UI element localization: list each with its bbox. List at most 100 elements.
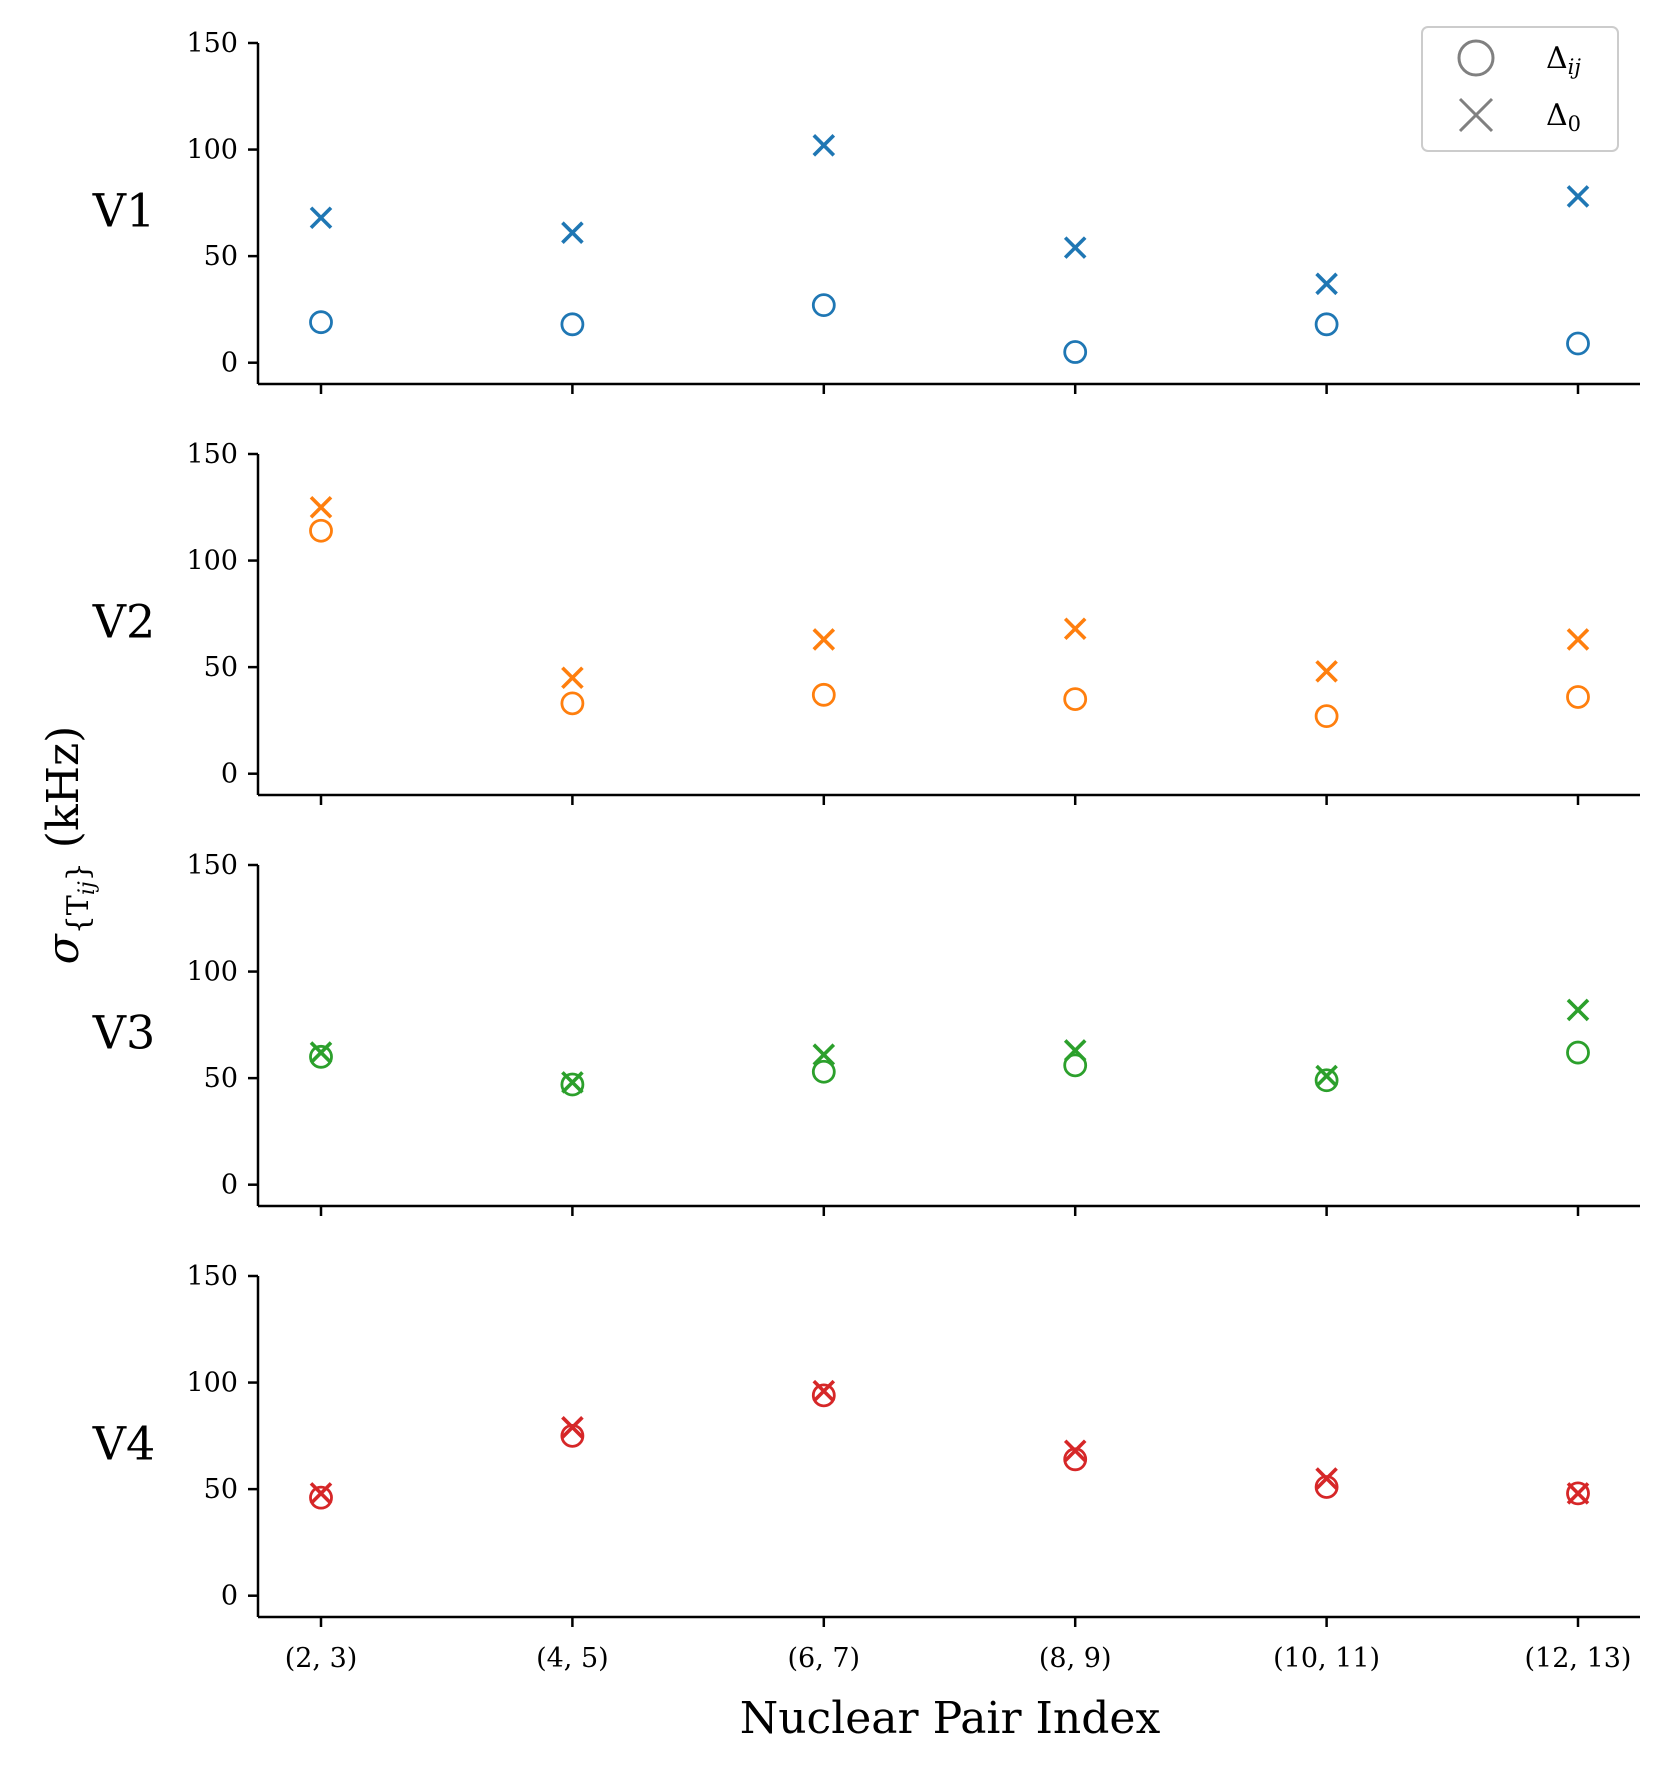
circle-marker-delta-ij xyxy=(560,1072,585,1097)
x-marker-delta-0 xyxy=(1315,1064,1338,1088)
y-tick-label: 50 xyxy=(204,241,238,272)
x-marker-stroke xyxy=(1566,185,1590,208)
x-marker-delta-0 xyxy=(309,496,333,519)
x-tick-label: (6, 7) xyxy=(788,1643,861,1674)
x-marker-delta-0 xyxy=(1566,1482,1590,1505)
x-marker-delta-0 xyxy=(1566,998,1590,1022)
panel-label-v3: V3 xyxy=(92,1006,156,1060)
panel-v2: 0 50 100 150 V2 xyxy=(92,439,1640,805)
x-marker-delta-0 xyxy=(1063,1439,1087,1463)
x-tick-label: (10, 11) xyxy=(1273,1643,1380,1674)
circle-marker-delta-ij xyxy=(309,310,333,335)
x-tick-label: (8, 9) xyxy=(1039,1643,1112,1674)
x-marker-stroke xyxy=(309,496,333,519)
legend-label-delta-0: Δ0 xyxy=(1546,98,1581,136)
circle-marker-delta-ij xyxy=(1063,1053,1088,1078)
x-marker-stroke xyxy=(1315,660,1338,683)
circle-marker-delta-ij xyxy=(1063,340,1088,364)
y-tick-label: 100 xyxy=(186,957,238,988)
circle-marker-delta-ij xyxy=(560,312,585,337)
y-tick-label: 150 xyxy=(186,1261,238,1292)
x-marker-delta-0 xyxy=(1315,272,1338,296)
panel-v1: 0 50 100 150 V1 xyxy=(92,28,1640,394)
y-tick-label: 100 xyxy=(186,546,238,577)
legend-label-delta-ij-main: Δ xyxy=(1546,41,1568,76)
panel-label-v2: V2 xyxy=(92,595,156,649)
legend-circle-marker-icon xyxy=(1457,39,1495,77)
panel-label-v4: V4 xyxy=(92,1417,156,1471)
circle-marker-delta-ij xyxy=(811,293,836,318)
circle-marker-delta-ij xyxy=(1314,312,1339,337)
y-axis-title-subscript-open: {T xyxy=(61,895,96,934)
panel-label-v1: V1 xyxy=(92,184,156,238)
circle-marker-delta-ij xyxy=(1566,331,1590,356)
x-marker-stroke xyxy=(561,221,584,244)
y-tick-label: 50 xyxy=(204,652,238,683)
y-tick-label: 150 xyxy=(186,439,238,470)
x-marker-delta-0 xyxy=(561,666,584,690)
circle-marker-delta-ij xyxy=(1314,704,1339,729)
circle-marker-delta-ij xyxy=(560,691,585,716)
legend-label-delta-ij-sub: ij xyxy=(1568,55,1582,79)
legend-label-delta-0-sub: 0 xyxy=(1568,112,1581,136)
circle-marker-delta-ij xyxy=(1566,1481,1590,1506)
x-marker-stroke xyxy=(309,206,333,230)
y-tick-label: 100 xyxy=(186,1368,238,1399)
y-axis-title-unit: (kHz) xyxy=(38,726,89,849)
circle-marker-delta-ij xyxy=(309,518,333,543)
x-axis-title: Nuclear Pair Index xyxy=(740,1693,1161,1744)
x-marker-stroke xyxy=(561,666,584,690)
y-tick-label: 50 xyxy=(204,1474,238,1505)
x-marker-stroke xyxy=(812,1043,836,1066)
circle-marker-delta-ij xyxy=(1566,685,1590,709)
circle-marker-delta-ij xyxy=(811,682,836,707)
x-marker-stroke xyxy=(1566,628,1590,651)
x-marker-stroke xyxy=(1063,617,1087,641)
x-marker-stroke xyxy=(812,134,836,157)
y-axis-title-symbol: σ xyxy=(38,932,89,964)
y-axis-title-subscript-close: } xyxy=(61,862,96,881)
x-marker-stroke xyxy=(1315,1467,1338,1490)
x-marker-delta-0 xyxy=(1315,1467,1338,1490)
x-marker-stroke xyxy=(1063,1039,1087,1062)
x-marker-stroke xyxy=(309,1041,333,1064)
x-tick-label: (4, 5) xyxy=(536,1643,609,1674)
legend-label-delta-ij: Δij xyxy=(1546,41,1581,79)
x-marker-stroke xyxy=(812,628,836,651)
x-tick-label: (2, 3) xyxy=(285,1643,358,1674)
x-marker-delta-0 xyxy=(1315,660,1338,683)
x-marker-delta-0 xyxy=(1063,1039,1087,1062)
panel-v4: 0 50 100 150 V4 xyxy=(92,1261,1640,1627)
x-marker-stroke xyxy=(1566,1482,1590,1505)
x-marker-delta-0 xyxy=(812,628,836,651)
circle-marker-delta-ij xyxy=(811,1059,836,1084)
x-marker-delta-0 xyxy=(1566,185,1590,208)
x-marker-delta-0 xyxy=(812,1379,836,1403)
y-axis-title-subscript: {Tij} xyxy=(61,862,100,934)
x-marker-stroke xyxy=(561,1416,584,1439)
x-marker-delta-0 xyxy=(561,1071,584,1094)
y-tick-label: 0 xyxy=(221,759,238,790)
x-marker-delta-0 xyxy=(309,1482,333,1505)
y-tick-label: 0 xyxy=(221,1170,238,1201)
y-tick-label: 150 xyxy=(186,850,238,881)
x-tick-label: (12, 13) xyxy=(1525,1643,1632,1674)
legend-frame xyxy=(1421,26,1619,152)
y-axis-title: σ{Tij} (kHz) xyxy=(38,726,100,965)
x-marker-stroke xyxy=(1063,236,1087,259)
y-tick-label: 100 xyxy=(186,135,238,166)
y-tick-label: 50 xyxy=(204,1063,238,1094)
x-marker-delta-0 xyxy=(812,134,836,157)
circle-marker-delta-ij xyxy=(309,1044,333,1069)
x-marker-stroke xyxy=(309,1482,333,1505)
y-tick-label: 0 xyxy=(221,348,238,379)
panel-v3: 0 50 100 150 V3 xyxy=(92,850,1640,1216)
circle-marker-delta-ij xyxy=(1566,1040,1590,1065)
x-marker-stroke xyxy=(561,1071,584,1094)
y-axis-title-subscript-index: ij xyxy=(75,881,100,895)
x-marker-delta-0 xyxy=(1063,617,1087,641)
x-marker-delta-0 xyxy=(812,1043,836,1066)
panels-layer: 0 50 100 150 V1 0 50 100 150 V2 0 50 100 150 V3 0 50 100 1… xyxy=(92,28,1640,1627)
y-tick-label: 0 xyxy=(221,1581,238,1612)
